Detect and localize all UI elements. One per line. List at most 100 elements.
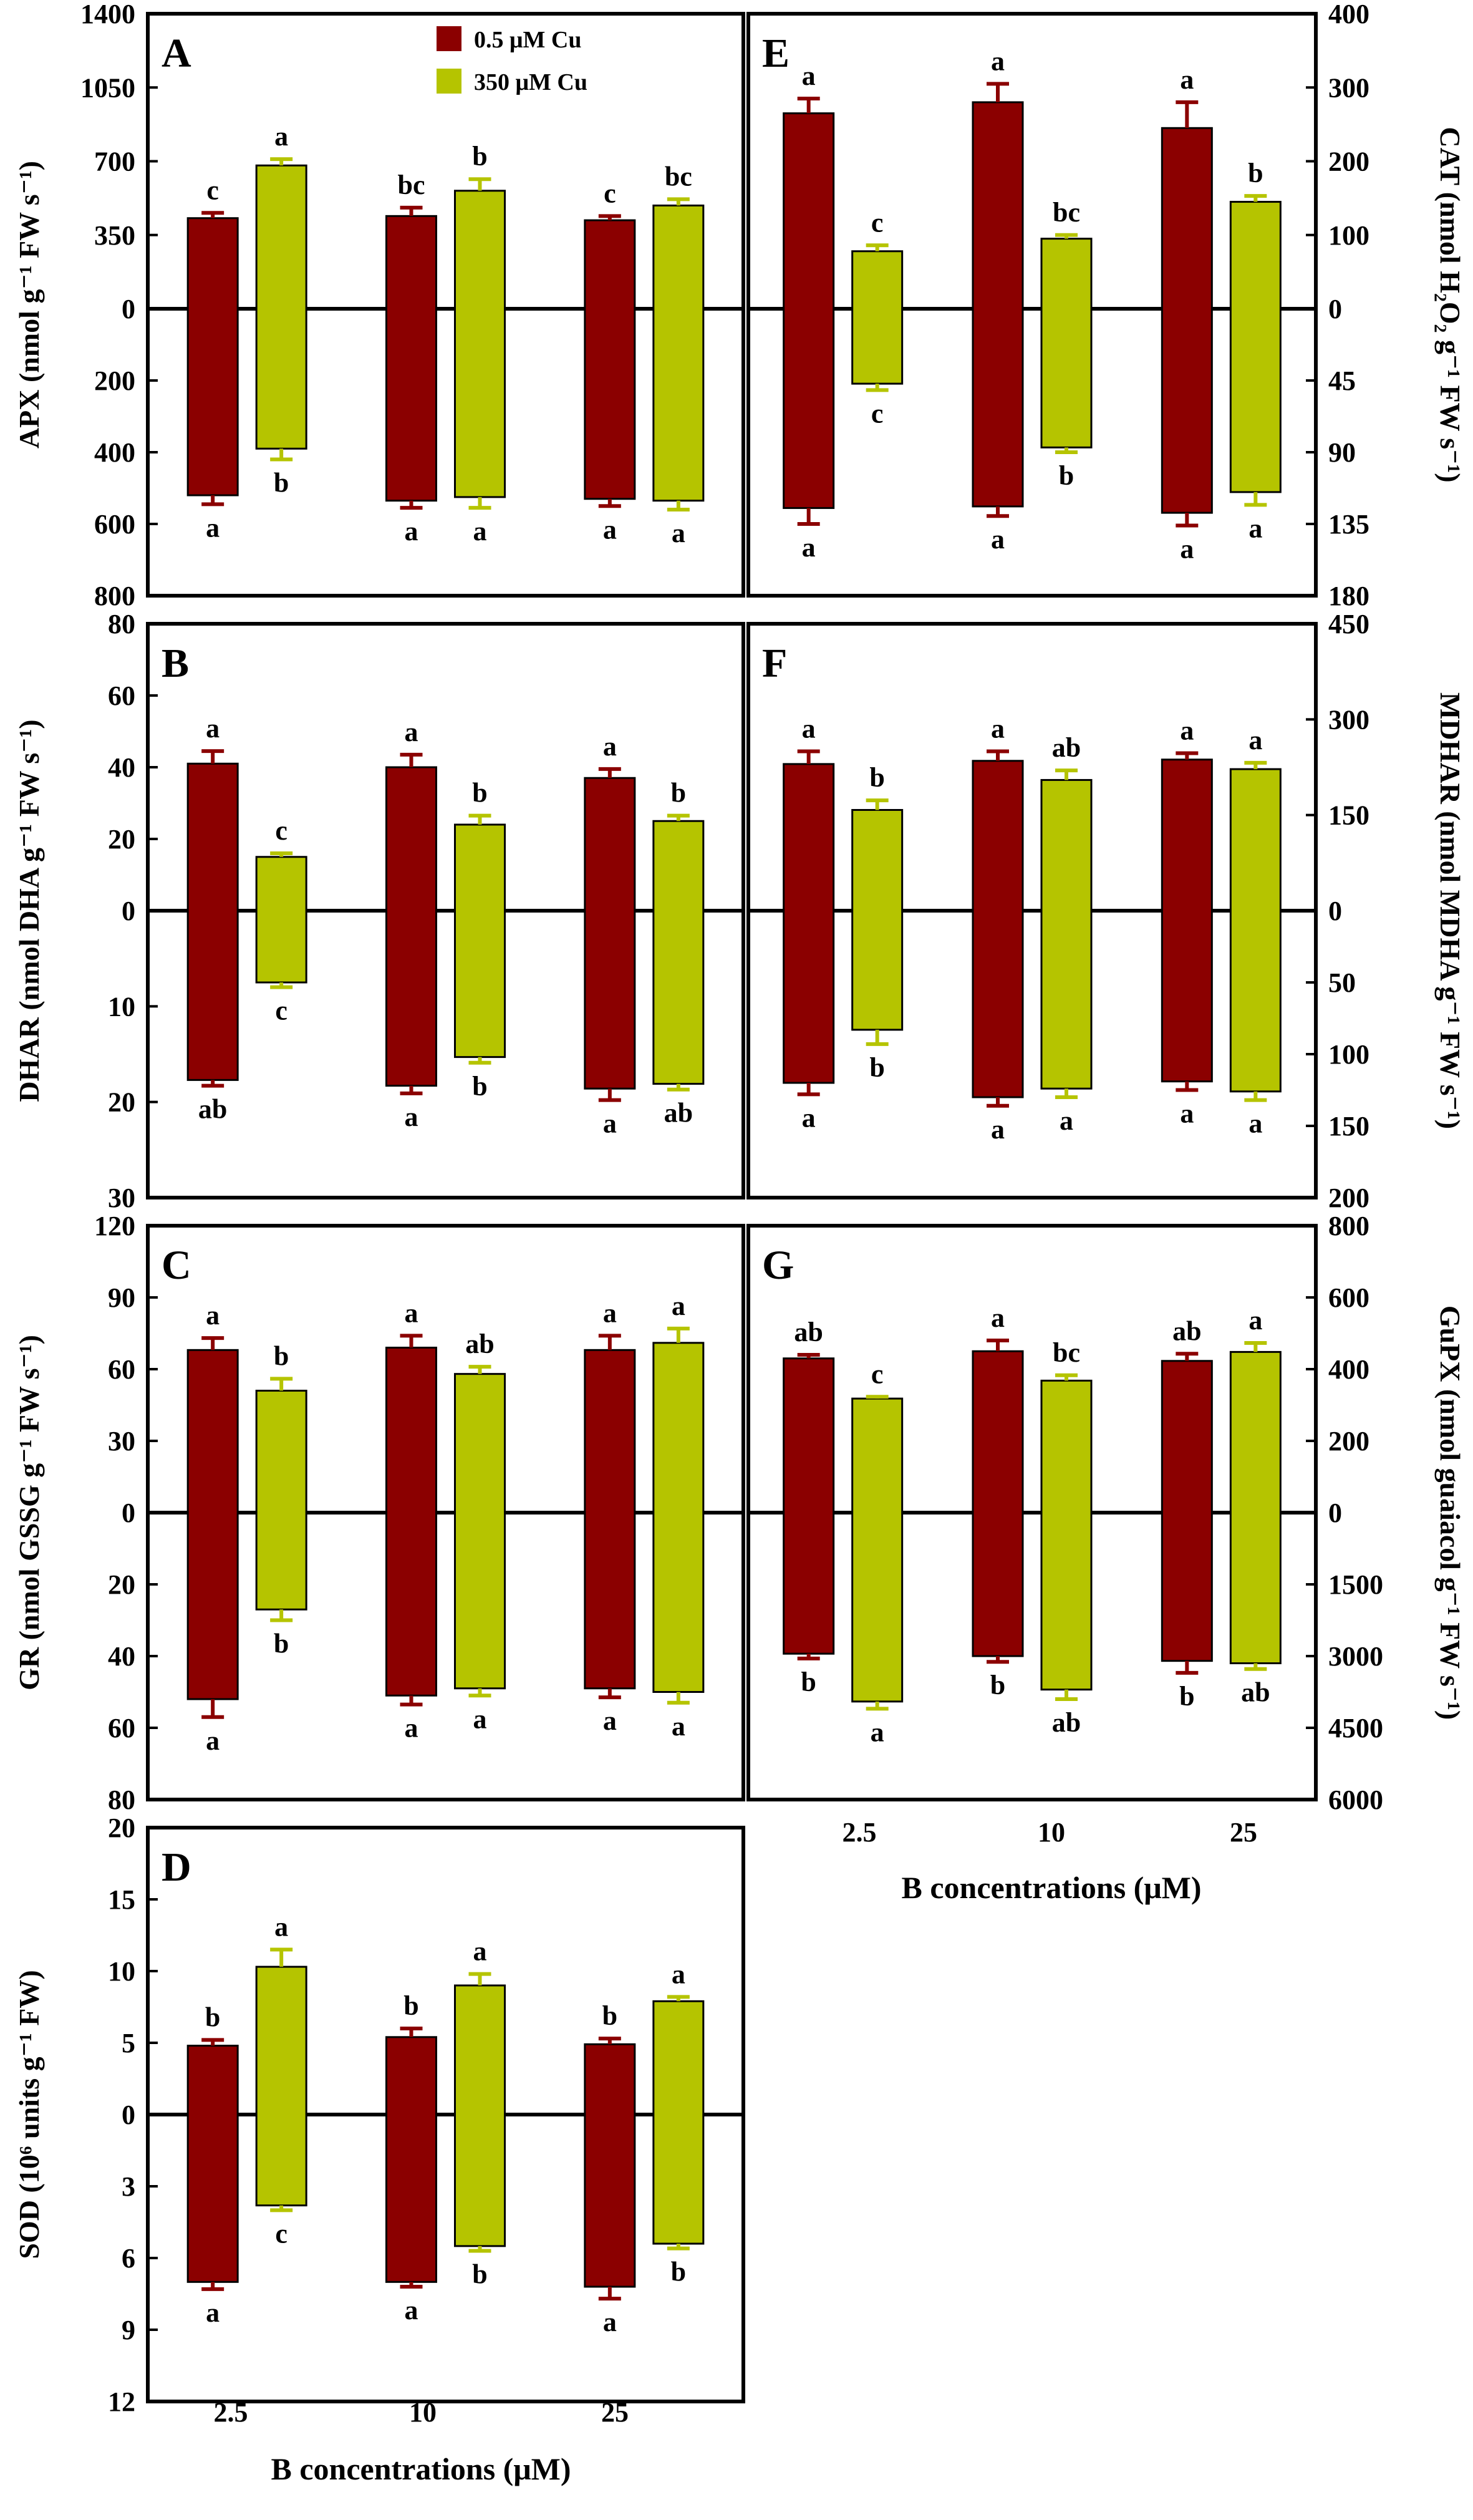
y-tick-label-bottom: 90 — [1328, 437, 1356, 468]
y-tick-label-top: 450 — [1328, 609, 1369, 639]
y-tick-label-top: 300 — [1328, 704, 1369, 735]
sig-letter-top: a — [672, 1959, 685, 1989]
sig-letter-bottom: a — [672, 518, 685, 548]
y-axis-label: APX (nmol g⁻¹ FW s⁻¹) — [13, 161, 45, 448]
sig-letter-top: a — [603, 1297, 617, 1328]
sig-letter-bottom: a — [206, 2297, 220, 2328]
y-tick-label-bottom: 400 — [94, 437, 135, 468]
x-tick-right-0: 2.5 — [843, 1817, 877, 1848]
sig-letter-top: b — [403, 1990, 418, 2021]
sig-letter-bottom: c — [275, 996, 287, 1026]
bar — [255, 1390, 307, 1611]
y-tick-label-top: 0 — [122, 2100, 135, 2130]
sig-letter-bottom: a — [1180, 1098, 1194, 1129]
x-axis-right: 2.5 10 25 B concentrations (μM) — [843, 1817, 1258, 1905]
y-tick-label-top: 400 — [1328, 0, 1369, 29]
y-tick-label-top: 600 — [1328, 1282, 1369, 1313]
bar — [255, 856, 307, 984]
y-tick-label-top: 80 — [108, 609, 135, 639]
bar — [972, 101, 1024, 508]
sig-letter-top: b — [472, 778, 487, 808]
bar — [186, 2045, 239, 2283]
sig-letter-bottom: c — [871, 398, 884, 429]
bar — [1040, 238, 1093, 448]
sig-letter-bottom: a — [603, 2307, 617, 2337]
panel-e: E 0 100 200 300 400 45 90 135 180 CAT (nmol H₂O₂ g… — [746, 0, 1466, 611]
sig-letter-top: b — [274, 1340, 289, 1371]
panel-letter: B — [162, 641, 189, 686]
panel-letter: C — [162, 1243, 191, 1288]
y-tick-label-bottom: 6 — [122, 2243, 135, 2274]
x-axis-label-right: B concentrations (μM) — [901, 1870, 1201, 1905]
y-tick-label-bottom: 30 — [108, 1183, 135, 1213]
sig-letter-bottom: a — [473, 516, 487, 546]
y-tick-label-bottom: 20 — [108, 1087, 135, 1118]
sig-letter-top: c — [206, 175, 219, 205]
sig-letter-top: c — [871, 207, 884, 238]
sig-letter-bottom: b — [869, 1052, 884, 1083]
sig-letter-top: ab — [1172, 1316, 1201, 1346]
sig-letter-bottom: c — [275, 2218, 287, 2249]
panel-frame — [746, 12, 1318, 598]
sig-letter-top: c — [604, 178, 616, 208]
panel-c: C 0 30 60 90 120 20 40 60 80 GR (nmol GSSG g⁻¹ FW … — [13, 1211, 745, 1815]
y-tick-label-top: 10 — [108, 1956, 135, 1987]
bar — [652, 820, 705, 1085]
y-tick-label-bottom: 50 — [1328, 967, 1356, 998]
y-axis-label: GuPX (nmol guaiacol g⁻¹ FW s⁻¹) — [1434, 1306, 1466, 1720]
sig-letter-bottom: a — [1180, 534, 1194, 565]
y-tick-label-top: 20 — [108, 1813, 135, 1843]
bar — [584, 219, 636, 500]
sig-letter-top: a — [473, 1936, 487, 1967]
bar — [385, 215, 437, 502]
sig-letter-top: a — [274, 121, 288, 152]
sig-letter-bottom: a — [405, 1713, 418, 1743]
sig-letter-bottom: a — [206, 512, 220, 543]
sig-letter-top: a — [991, 46, 1005, 76]
x-tick-left-2: 25 — [601, 2397, 629, 2428]
y-tick-label-bottom: 4500 — [1328, 1713, 1383, 1743]
x-axis-label-left: B concentrations (μM) — [271, 2451, 571, 2486]
bar — [454, 1373, 506, 1690]
bar — [1229, 201, 1282, 493]
panel-g: G 0 200 400 600 800 1500 3000 4500 6000 GuPX (nmol… — [746, 1211, 1466, 1815]
sig-letter-top: a — [1180, 64, 1194, 95]
y-tick-label-bottom: 12 — [108, 2387, 135, 2417]
y-axis-label: CAT (nmol H₂O₂ g⁻¹ FW s⁻¹) — [1434, 127, 1466, 482]
bar — [255, 1965, 307, 2207]
y-tick-label-top: 0 — [122, 896, 135, 926]
y-tick-label-bottom: 200 — [1328, 1183, 1369, 1213]
sig-letter-top: a — [603, 731, 617, 762]
sig-letter-bottom: a — [1248, 513, 1262, 543]
sig-letter-top: bc — [1053, 1337, 1080, 1368]
y-tick-label-top: 400 — [1328, 1354, 1369, 1385]
legend-label-1: 350 μM Cu — [474, 69, 587, 95]
sig-letter-top: b — [602, 2000, 617, 2031]
sig-letter-bottom: a — [405, 1102, 418, 1132]
sig-letter-top: a — [802, 61, 816, 91]
sig-letter-bottom: b — [1059, 460, 1074, 491]
bar — [1161, 127, 1213, 514]
y-tick-label-top: 350 — [94, 220, 135, 251]
sig-letter-top: ab — [794, 1317, 823, 1347]
panel-b: B 0 20 40 60 80 10 20 30 DHAR (nmol DHA g⁻¹ FW s⁻… — [13, 609, 745, 1213]
y-tick-label-bottom: 80 — [108, 1785, 135, 1815]
sig-letter-top: bc — [398, 170, 425, 200]
x-axis-left: 2.5 10 25 B concentrations (μM) — [214, 2397, 629, 2486]
bar — [454, 1984, 506, 2247]
panel-letter: F — [762, 641, 787, 686]
y-tick-label-top: 20 — [108, 824, 135, 855]
sig-letter-bottom: b — [472, 2259, 487, 2290]
panel-letter: D — [162, 1844, 191, 1890]
legend-swatch-1 — [437, 69, 461, 94]
y-axis-label: GR (nmol GSSG g⁻¹ FW s⁻¹) — [13, 1335, 45, 1690]
sig-letter-top: a — [991, 1302, 1005, 1333]
sig-letter-bottom: a — [672, 1711, 685, 1742]
sig-letter-top: a — [1180, 715, 1194, 746]
y-tick-label-top: 200 — [1328, 1426, 1369, 1456]
sig-letter-top: a — [1248, 725, 1262, 755]
x-tick-left-0: 2.5 — [214, 2397, 248, 2428]
y-tick-label-top: 15 — [108, 1884, 135, 1915]
y-tick-label-bottom: 60 — [108, 1713, 135, 1743]
panel-d: D 0 5 10 15 20 3 6 9 12 SOD (10⁶ units g⁻¹ FW) b a b a… — [13, 1813, 745, 2417]
